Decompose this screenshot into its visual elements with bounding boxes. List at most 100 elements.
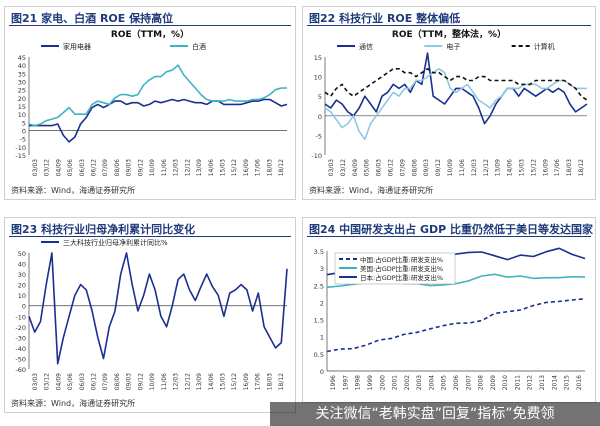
panel-fig21: 图21 家电、白酒 ROE 保持高位 ROE（TTM，%） -15 -10 -5 0 5 1… <box>4 6 296 200</box>
series-line-2 <box>324 67 587 141</box>
chart-title: ROE（TTM，%） <box>111 29 189 40</box>
y-tick-label: 45 <box>18 54 26 62</box>
title-rule <box>307 236 591 237</box>
chart-fig22: ROE（TTM，整体法，%） -10 -5 0 5 10 15 03/03 03/12 04/09… <box>311 28 588 176</box>
x-tick-label: 17/06 <box>255 159 262 176</box>
panel-title: 图21 家电、白酒 ROE 保持高位 <box>11 12 174 25</box>
series-line-1 <box>29 98 288 143</box>
x-tick-label: 18/03 <box>566 159 573 176</box>
y-tick-label: -60 <box>15 366 26 374</box>
x-tick-label: 10/09 <box>447 159 454 176</box>
title-rule <box>9 25 291 26</box>
x-tick-label: 2000 <box>379 375 386 390</box>
x-tick-label: 18/03 <box>266 373 273 390</box>
x-tick-label: 04/09 <box>352 159 359 176</box>
x-tick-label: 15/03 <box>220 373 227 390</box>
y-tick-label: 2.5 <box>314 282 324 290</box>
y-tick-label: 25 <box>18 87 26 95</box>
y-tick-label: 0 <box>318 113 322 121</box>
x-tick-label: 2004 <box>428 375 435 390</box>
x-tick-label: 13/09 <box>196 373 203 390</box>
x-tick-label: 2008 <box>478 375 485 390</box>
x-tick-label: 2005 <box>441 375 448 390</box>
x-tick-label: 2011 <box>514 375 521 390</box>
x-tick-label: 2001 <box>392 375 399 390</box>
y-tick-label: -15 <box>15 152 26 160</box>
x-tick-label: 2007 <box>465 375 472 390</box>
x-tick-label: 05/06 <box>67 159 74 176</box>
x-tick-label: 18/03 <box>266 159 273 176</box>
y-tick-label: -50 <box>15 355 26 363</box>
x-tick-label: 11/06 <box>161 159 168 176</box>
x-tick-label: 2009 <box>490 375 497 390</box>
x-tick-label: 1997 <box>342 375 349 390</box>
x-tick-label: 06/12 <box>91 373 98 390</box>
y-tick-label: -5 <box>20 136 26 144</box>
x-tick-label: 18/12 <box>278 159 285 176</box>
x-tick-label: 06/12 <box>388 159 395 176</box>
x-tick-label: 04/09 <box>55 159 62 176</box>
x-tick-label: 15/12 <box>231 159 238 176</box>
x-tick-label: 2006 <box>453 375 460 390</box>
source-note: 资料来源：Wind，海通证券研究所 <box>309 186 434 195</box>
y-tick-label: -10 <box>311 152 322 160</box>
y-tick-label: 2 <box>320 299 324 307</box>
x-tick-label: 09/12 <box>137 159 144 176</box>
x-tick-label: 09/03 <box>126 373 133 390</box>
x-tick-label: 08/06 <box>411 159 418 176</box>
x-tick-label: 03/03 <box>32 159 39 176</box>
x-tick-label: 2016 <box>576 375 583 390</box>
y-tick-label: -5 <box>316 132 322 140</box>
y-tick-label: 20 <box>18 95 26 103</box>
y-tick-label: 35 <box>18 70 26 78</box>
chart-title: ROE（TTM，整体法，%） <box>392 28 506 40</box>
x-tick-label: 2013 <box>539 375 546 390</box>
x-tick-label: 2002 <box>404 375 411 390</box>
panel-fig23: 图23 科技行业归母净利累计同比变化 -60 -50 -40 -30 -20 -10 0 10… <box>4 217 296 413</box>
y-tick-label: 0 <box>22 303 26 311</box>
y-tick-label: -40 <box>15 345 26 353</box>
y-tick-label: 1 <box>320 334 324 342</box>
x-tick-label: 15/03 <box>519 159 526 176</box>
promo-banner: 关注微信“老韩实盘”回复“指标”免费领 <box>270 402 600 426</box>
y-tick-label: 0 <box>22 128 26 136</box>
x-tick-label: 09/12 <box>137 373 144 390</box>
y-tick-label: 0 <box>320 368 324 376</box>
x-tick-label: 1996 <box>330 375 337 390</box>
x-tick-label: 03/12 <box>44 373 51 390</box>
x-tick-label: 10/09 <box>149 159 156 176</box>
legend-label: 计算机 <box>534 42 555 51</box>
x-tick-label: 09/03 <box>423 159 430 176</box>
panel-fig24: 图24 中国研发支出占 GDP 比重仍然低于美日等发达国家 0 0.5 1 1.5 2 2… <box>302 217 596 403</box>
legend-label: 电子 <box>446 42 460 51</box>
x-tick-label: 15/03 <box>220 159 227 176</box>
y-tick-label: -30 <box>15 334 26 342</box>
x-tick-label: 2015 <box>564 375 571 390</box>
y-tick-label: 5 <box>22 119 26 127</box>
chart-fig23: -60 -50 -40 -30 -20 -10 0 10 20 30 40 50 03/03 03/12 0… <box>15 239 288 390</box>
series-line-1 <box>324 52 588 125</box>
x-tick-label: 12/03 <box>173 159 180 176</box>
x-tick-label: 14/06 <box>208 373 215 390</box>
chart-fig24: 0 0.5 1 1.5 2 2.5 3 3.5 1996 1997 1998 1999 2000 2001… <box>314 247 586 390</box>
y-tick-label: 10 <box>18 111 26 119</box>
y-tick-label: 15 <box>18 103 26 111</box>
x-tick-label: 1999 <box>367 375 374 390</box>
x-tick-label: 03/12 <box>340 159 347 176</box>
x-tick-label: 11/06 <box>161 373 168 390</box>
legend-label: 家用电器 <box>63 42 91 51</box>
x-tick-label: 08/06 <box>114 373 121 390</box>
x-tick-label: 03/03 <box>328 159 335 176</box>
legend-label: 三大科技行业归母净利累计同比% <box>63 239 168 247</box>
x-tick-label: 14/06 <box>208 159 215 176</box>
x-tick-label: 12/12 <box>184 373 191 390</box>
x-tick-label: 16/09 <box>542 159 549 176</box>
y-tick-label: 3.5 <box>314 248 324 256</box>
panel-title: 图23 科技行业归母净利累计同比变化 <box>11 223 196 236</box>
x-tick-label: 17/06 <box>554 159 561 176</box>
x-tick-label: 2014 <box>551 375 558 390</box>
x-tick-label: 06/12 <box>91 159 98 176</box>
x-tick-label: 16/09 <box>243 159 250 176</box>
y-tick-label: -20 <box>15 324 26 332</box>
